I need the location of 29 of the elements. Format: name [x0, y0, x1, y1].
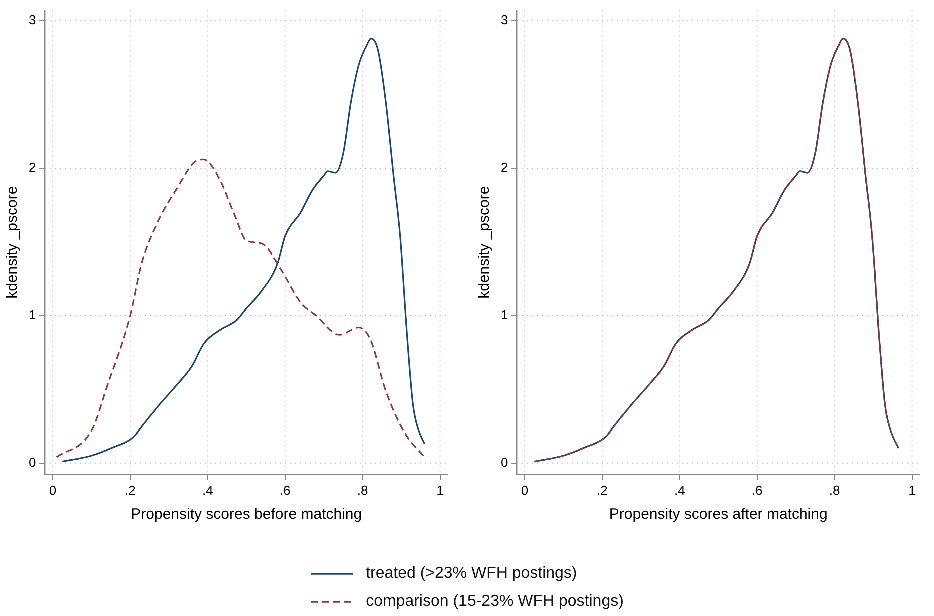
y-tick-label: 0 — [500, 454, 508, 470]
y-axis-title: kdensity _pscore — [4, 186, 22, 299]
x-tick-label: .2 — [597, 482, 608, 498]
x-tick-label: 0 — [521, 482, 529, 498]
x-tick-label: .6 — [752, 482, 763, 498]
y-tick-label: 2 — [28, 160, 36, 176]
line-series — [534, 38, 900, 463]
y-axis-title: kdensity _pscore — [476, 186, 494, 299]
x-tick-label: 1 — [908, 482, 916, 498]
x-tick-label: .4 — [202, 482, 214, 498]
x-tick-label: .2 — [125, 482, 136, 498]
x-tick-label: .4 — [674, 482, 686, 498]
x-tick-label: 0 — [49, 482, 57, 498]
y-tick-label: 1 — [500, 308, 508, 323]
x-axis-title: Propensity scores after matching — [609, 506, 828, 524]
x-tick-label: 1 — [436, 482, 444, 498]
y-tick-label: 2 — [500, 160, 508, 176]
x-tick-label: .6 — [280, 482, 291, 498]
x-tick-label: .8 — [357, 482, 368, 498]
y-tick-label: 3 — [500, 12, 508, 28]
x-tick-label: .8 — [829, 482, 840, 498]
y-tick-label: 1 — [28, 308, 36, 323]
line-series — [62, 38, 426, 463]
x-axis-title: Propensity scores before matching — [131, 506, 362, 524]
y-tick-label: 3 — [28, 12, 36, 28]
y-tick-label: 0 — [28, 454, 36, 470]
legend-label: comparison (15-23% WFH postings) — [366, 593, 624, 611]
legend-label: treated (>23% WFH postings) — [366, 565, 578, 583]
line-series — [56, 158, 426, 458]
